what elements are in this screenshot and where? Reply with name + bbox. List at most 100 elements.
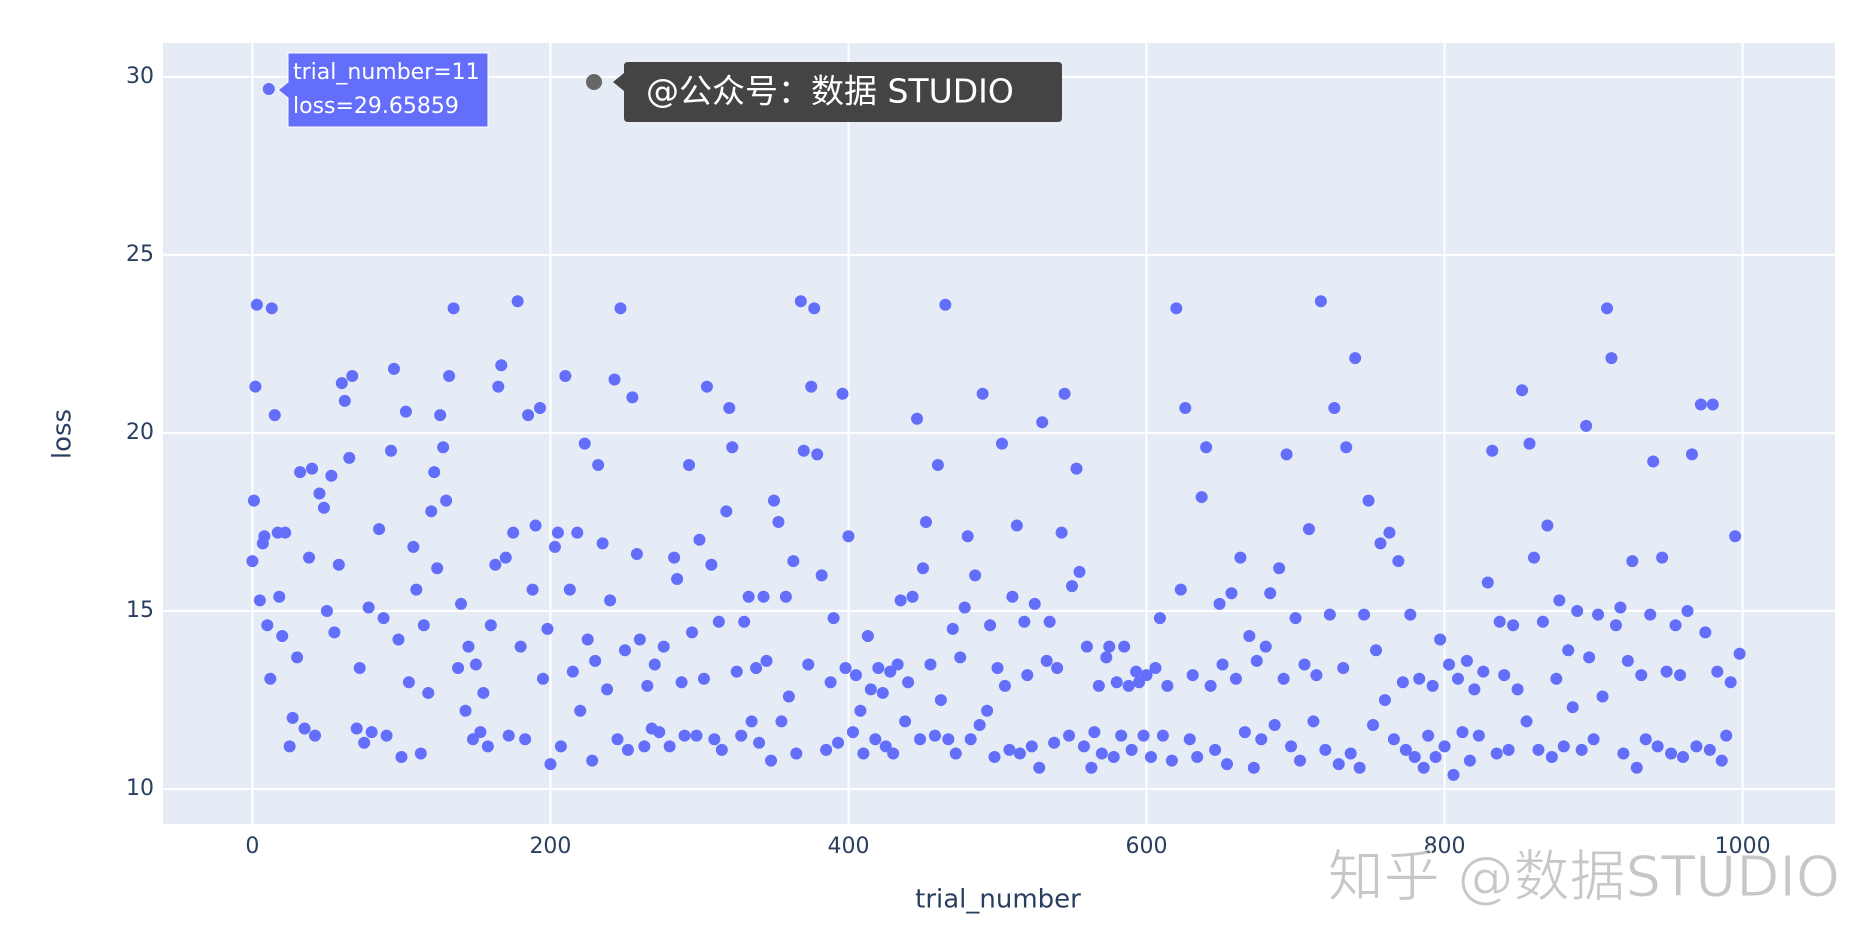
- point: [949, 747, 962, 760]
- point: [1429, 751, 1442, 764]
- point: [1605, 352, 1618, 365]
- point: [846, 726, 859, 739]
- watermark-text: @公众号：数据 STUDIO: [646, 72, 1014, 111]
- point: [914, 733, 927, 746]
- point: [1477, 665, 1490, 678]
- point: [671, 572, 684, 585]
- point: [474, 726, 487, 739]
- point: [343, 451, 356, 464]
- point: [767, 494, 780, 507]
- point: [931, 459, 944, 472]
- point: [924, 658, 937, 671]
- point: [720, 505, 733, 518]
- point: [899, 715, 912, 728]
- point: [385, 444, 397, 457]
- point: [477, 686, 490, 699]
- point: [1344, 747, 1357, 760]
- point: [253, 594, 266, 607]
- point: [459, 704, 472, 717]
- point: [1179, 402, 1192, 415]
- point: [1511, 683, 1524, 696]
- point: [586, 754, 599, 767]
- point: [969, 569, 982, 582]
- point: [1660, 665, 1673, 678]
- x-tick-label: 0: [245, 834, 259, 859]
- point: [377, 612, 390, 625]
- point: [317, 501, 330, 514]
- point: [1434, 633, 1447, 646]
- point: [1523, 437, 1536, 450]
- point: [294, 466, 307, 479]
- point: [902, 676, 915, 689]
- point: [961, 530, 974, 543]
- point: [519, 733, 532, 746]
- point: [1195, 491, 1208, 504]
- point: [1080, 640, 1093, 653]
- point: [705, 558, 718, 571]
- point: [939, 298, 952, 311]
- point: [981, 704, 994, 717]
- point: [663, 740, 676, 753]
- point: [1404, 608, 1417, 621]
- point: [265, 302, 278, 315]
- point: [574, 704, 587, 717]
- point: [283, 740, 296, 753]
- x-axis-title: trial_number: [915, 885, 1081, 915]
- point: [854, 704, 867, 717]
- point: [1125, 743, 1138, 756]
- point: [1463, 754, 1476, 767]
- point: [1225, 587, 1238, 600]
- point: [1516, 384, 1529, 397]
- point: [338, 394, 351, 407]
- point: [1161, 679, 1174, 692]
- point: [973, 718, 986, 731]
- hover-text: loss=29.65859: [293, 94, 459, 119]
- point: [502, 729, 515, 742]
- point: [782, 690, 795, 703]
- point: [742, 590, 755, 603]
- point: [1733, 647, 1746, 660]
- point: [964, 733, 977, 746]
- y-tick-label: 15: [126, 598, 154, 623]
- point: [657, 640, 670, 653]
- watermark-bg: [613, 62, 1062, 122]
- point: [1562, 644, 1575, 657]
- y-tick-label: 10: [126, 776, 154, 801]
- point: [507, 526, 520, 539]
- point: [1639, 733, 1652, 746]
- point: [668, 551, 681, 564]
- point: [1715, 754, 1728, 767]
- point: [648, 658, 661, 671]
- point: [1486, 444, 1499, 457]
- point: [712, 615, 725, 628]
- point: [291, 651, 304, 664]
- point: [589, 654, 602, 667]
- point: [262, 82, 275, 95]
- point: [399, 405, 412, 418]
- point: [887, 747, 900, 760]
- point: [836, 387, 849, 400]
- point: [313, 487, 326, 500]
- point: [358, 736, 371, 749]
- point: [492, 380, 505, 393]
- point: [1003, 743, 1016, 756]
- point: [1699, 626, 1712, 639]
- point: [249, 380, 262, 393]
- x-tick-label: 400: [827, 834, 869, 859]
- point: [1103, 640, 1116, 653]
- point: [1502, 743, 1515, 756]
- point: [1694, 398, 1707, 411]
- point: [1110, 676, 1123, 689]
- point: [551, 526, 564, 539]
- point: [495, 359, 508, 372]
- point: [1095, 747, 1108, 760]
- point: [286, 711, 299, 724]
- point: [335, 377, 348, 390]
- point: [1468, 683, 1481, 696]
- point: [1720, 729, 1733, 742]
- point: [325, 469, 338, 482]
- point: [1614, 601, 1627, 614]
- point: [686, 626, 699, 639]
- point: [1319, 743, 1332, 756]
- point: [1566, 701, 1579, 714]
